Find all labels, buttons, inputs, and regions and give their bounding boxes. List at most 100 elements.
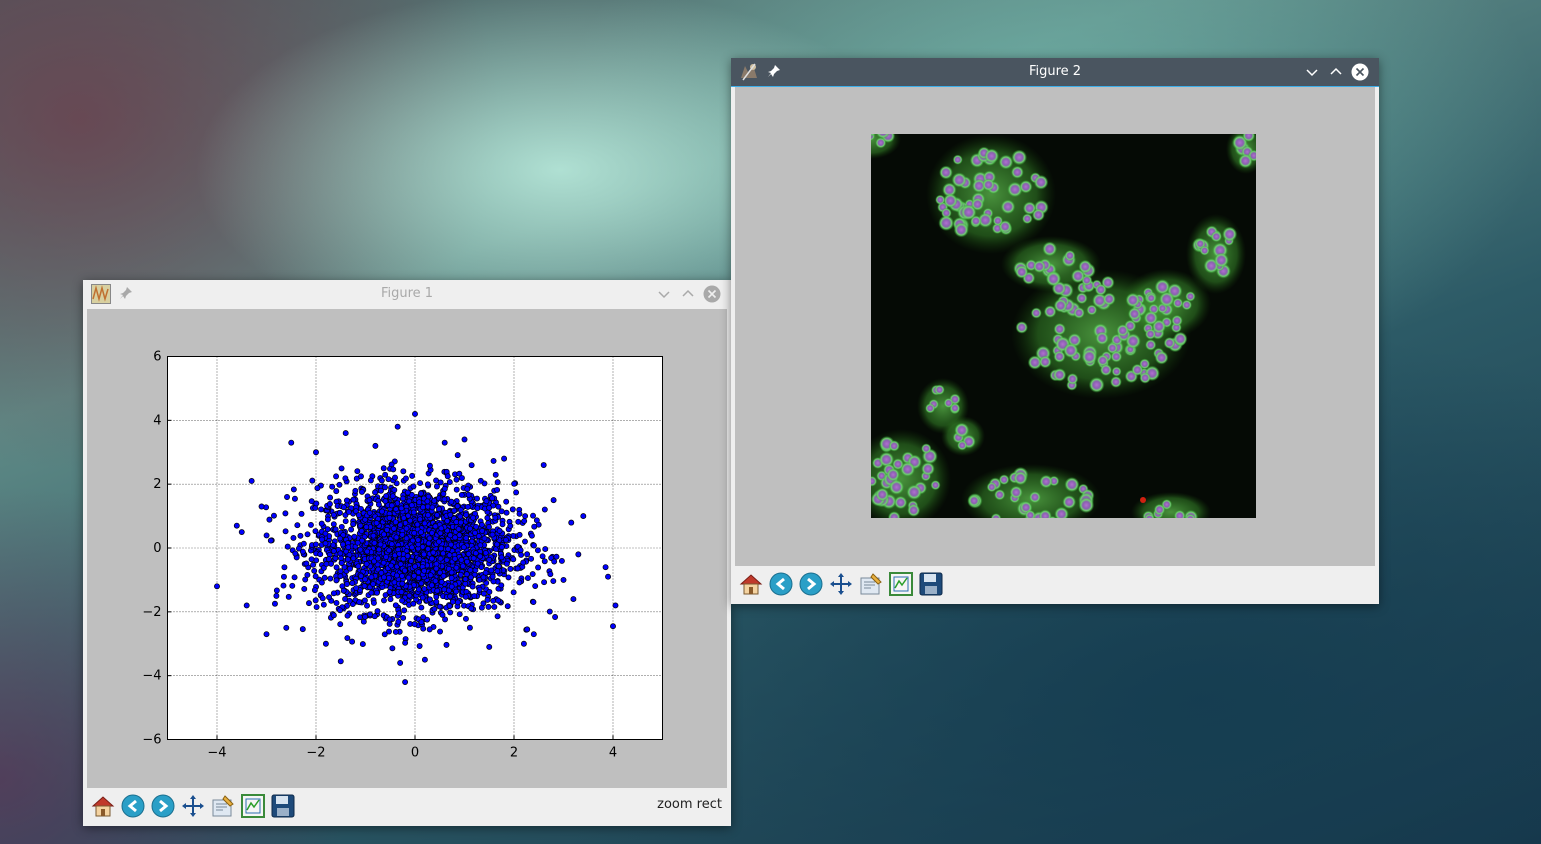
scatter-point: [499, 544, 505, 551]
scatter-point: [540, 462, 547, 468]
scatter-point: [382, 484, 388, 491]
scatter-point: [507, 522, 514, 529]
scatter-point: [337, 658, 344, 665]
scatter-point: [602, 564, 609, 571]
cell: [1039, 474, 1053, 489]
scatter-point: [410, 483, 417, 490]
close-icon[interactable]: [1351, 63, 1369, 81]
minimize-icon[interactable]: [1303, 63, 1321, 81]
scatter-point: [392, 519, 399, 526]
pin-icon[interactable]: [119, 286, 133, 300]
scatter-point: [399, 531, 406, 538]
scatter-point: [517, 547, 524, 554]
scatter-point: [528, 532, 535, 539]
scatter-point: [520, 559, 527, 566]
home-icon[interactable]: [90, 793, 116, 819]
pin-icon[interactable]: [767, 64, 781, 78]
y-tick-label: 4: [153, 413, 161, 428]
pan-icon[interactable]: [828, 571, 854, 597]
scatter-point: [324, 526, 331, 533]
scatter-point: [390, 525, 397, 532]
scatter-point: [469, 583, 476, 590]
scatter-point: [411, 572, 418, 579]
save-icon[interactable]: [918, 571, 944, 597]
cell: [1064, 250, 1076, 262]
pan-icon[interactable]: [180, 793, 206, 819]
cell: [1210, 230, 1222, 243]
cell: [1173, 509, 1186, 518]
scatter-point: [378, 477, 385, 484]
forward-icon[interactable]: [150, 793, 176, 819]
close-icon[interactable]: [703, 285, 721, 303]
forward-icon[interactable]: [798, 571, 824, 597]
cell: [886, 467, 900, 482]
scatter-point: [312, 528, 319, 535]
scatter-point: [394, 423, 401, 430]
scatter-point: [454, 503, 461, 510]
scatter-point: [481, 535, 488, 542]
back-icon[interactable]: [120, 793, 146, 819]
scatter-point: [319, 595, 326, 602]
cell: [1030, 307, 1042, 319]
scatter-point: [420, 614, 427, 621]
scatter-point: [474, 495, 480, 502]
scatter-point: [463, 535, 470, 542]
configure-subplots-icon[interactable]: [210, 793, 236, 819]
scatter-point: [299, 548, 306, 555]
figure2-canvas[interactable]: [735, 87, 1375, 566]
scatter-point: [425, 512, 432, 519]
maximize-icon[interactable]: [1327, 63, 1345, 81]
scatter-point: [486, 524, 492, 530]
scatter-point: [426, 626, 433, 633]
edit-axes-icon[interactable]: [240, 793, 266, 819]
figure2-titlebar[interactable]: Figure 2: [731, 58, 1379, 87]
cell: [992, 215, 1004, 226]
scatter-point: [330, 542, 337, 548]
scatter-point: [354, 539, 361, 546]
scatter-point: [383, 554, 390, 560]
scatter-point: [468, 462, 475, 469]
scatter-point: [541, 558, 548, 565]
cell: [875, 134, 890, 139]
scatter-point: [415, 586, 422, 593]
cell: [1031, 208, 1045, 222]
scatter-point: [504, 603, 511, 610]
scatter-point: [349, 580, 356, 587]
y-tick-label: −6: [142, 733, 161, 748]
back-icon[interactable]: [768, 571, 794, 597]
save-icon[interactable]: [270, 793, 296, 819]
figure1-titlebar[interactable]: Figure 1: [83, 280, 731, 308]
cell: [1154, 279, 1171, 295]
cell: [1071, 268, 1086, 284]
scatter-point: [376, 546, 382, 553]
scatter-point: [458, 556, 465, 563]
scatter-point: [610, 623, 616, 630]
home-icon[interactable]: [738, 571, 764, 597]
cell: [1033, 174, 1049, 190]
scatter-point: [410, 509, 417, 516]
scatter-point: [408, 502, 415, 509]
cell: [1125, 292, 1141, 308]
scatter-point: [427, 572, 434, 579]
scatter-point: [345, 544, 352, 551]
scatter-point: [357, 546, 364, 553]
scatter-point: [434, 483, 440, 490]
scatter-point: [516, 531, 523, 538]
scatter-point: [337, 607, 344, 614]
scatter-point: [363, 524, 370, 530]
scatter-point: [381, 597, 387, 604]
maximize-icon[interactable]: [679, 285, 697, 303]
scatter-point: [433, 593, 440, 600]
scatter-point: [391, 487, 398, 493]
scatter-point: [383, 493, 390, 500]
edit-axes-icon[interactable]: [888, 571, 914, 597]
configure-subplots-icon[interactable]: [858, 571, 884, 597]
scatter-point: [313, 541, 319, 548]
scatter-point: [388, 541, 395, 548]
figure1-canvas[interactable]: −4 −2 0 2 4 −6 −4 −2 0 2 4 6: [87, 309, 727, 788]
cell: [1144, 328, 1157, 340]
cell: [930, 480, 941, 491]
minimize-icon[interactable]: [655, 285, 673, 303]
scatter-point: [371, 558, 378, 565]
scatter-point: [495, 597, 502, 604]
